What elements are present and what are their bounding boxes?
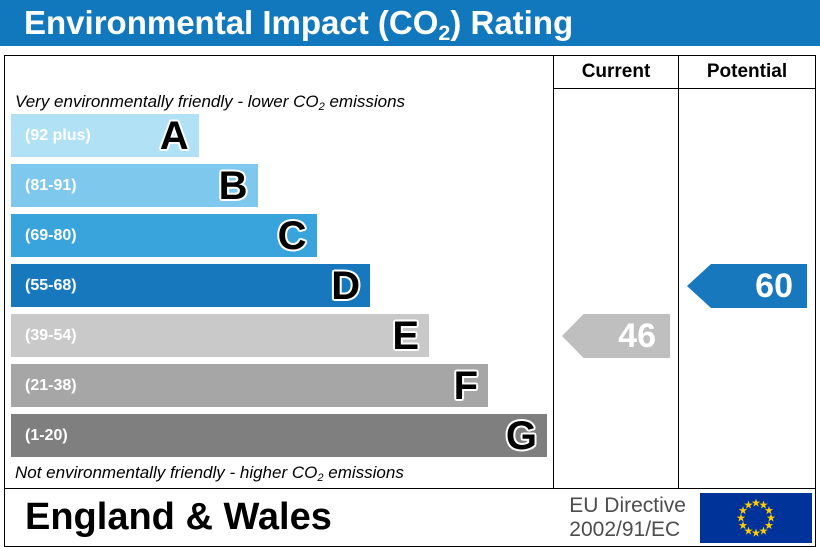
band-row-B: (81-91) B: [11, 164, 547, 207]
band-letter: G: [505, 413, 537, 458]
band-range-label: (21-38): [25, 376, 77, 394]
band-bar-D: (55-68) D: [11, 263, 371, 308]
band-range-label: (69-80): [25, 226, 77, 244]
band-letter: C: [277, 213, 307, 258]
band-row-C: (69-80) C: [11, 214, 547, 257]
band-bar-A: (92 plus) A: [11, 114, 199, 157]
band-letter: E: [392, 313, 420, 358]
band-bar-G: (1-20) G: [11, 414, 547, 457]
rating-chart-table: Very environmentally friendly - lower CO…: [5, 56, 815, 488]
band-bar-C: (69-80) C: [11, 214, 317, 257]
top-note: Very environmentally friendly - lower CO…: [15, 92, 406, 114]
band-row-F: (21-38) F: [11, 364, 547, 407]
current-column: Current 46: [554, 56, 679, 488]
rating-chart-frame: Very environmentally friendly - lower CO…: [4, 55, 816, 547]
current-column-header: Current: [554, 56, 678, 89]
eu-flag-icon: [700, 492, 812, 543]
bottom-note: Not environmentally friendly - higher CO…: [15, 463, 404, 485]
band-letter: D: [331, 263, 361, 308]
band-row-A: (92 plus) A: [11, 114, 547, 157]
band-range-label: (81-91): [25, 176, 77, 194]
band-range-label: (1-20): [25, 426, 68, 444]
potential-column-header: Potential: [679, 56, 815, 89]
band-letter: B: [218, 163, 248, 208]
band-letter: A: [159, 113, 189, 158]
band-bar-F: (21-38) F: [11, 363, 489, 408]
potential-rating-arrow: 60: [687, 264, 807, 308]
band-bar-B: (81-91) B: [11, 164, 258, 207]
title-bar: Environmental Impact (CO2) Rating: [0, 0, 820, 46]
page-title: Environmental Impact (CO2) Rating: [24, 4, 574, 45]
bands-column: Very environmentally friendly - lower CO…: [5, 56, 554, 488]
band-range-label: (55-68): [25, 276, 77, 294]
band-row-D: (55-68) D: [11, 264, 547, 307]
band-row-E: (39-54) E: [11, 314, 547, 357]
footer-region-label: England & Wales: [25, 496, 332, 538]
current-rating-arrow: 46: [562, 314, 670, 358]
band-range-label: (92 plus): [25, 126, 91, 144]
bands: (92 plus) A (81-91) B (69-80) C (55-68) D (39-54…: [11, 114, 547, 464]
band-row-G: (1-20) G: [11, 414, 547, 457]
band-bar-E: (39-54) E: [11, 313, 430, 358]
footer: England & Wales EU Directive 2002/91/EC: [5, 488, 815, 546]
band-range-label: (39-54): [25, 326, 77, 344]
eu-directive-label: EU Directive 2002/91/EC: [569, 494, 686, 541]
band-letter: F: [453, 363, 479, 408]
potential-column: Potential 60: [679, 56, 815, 488]
